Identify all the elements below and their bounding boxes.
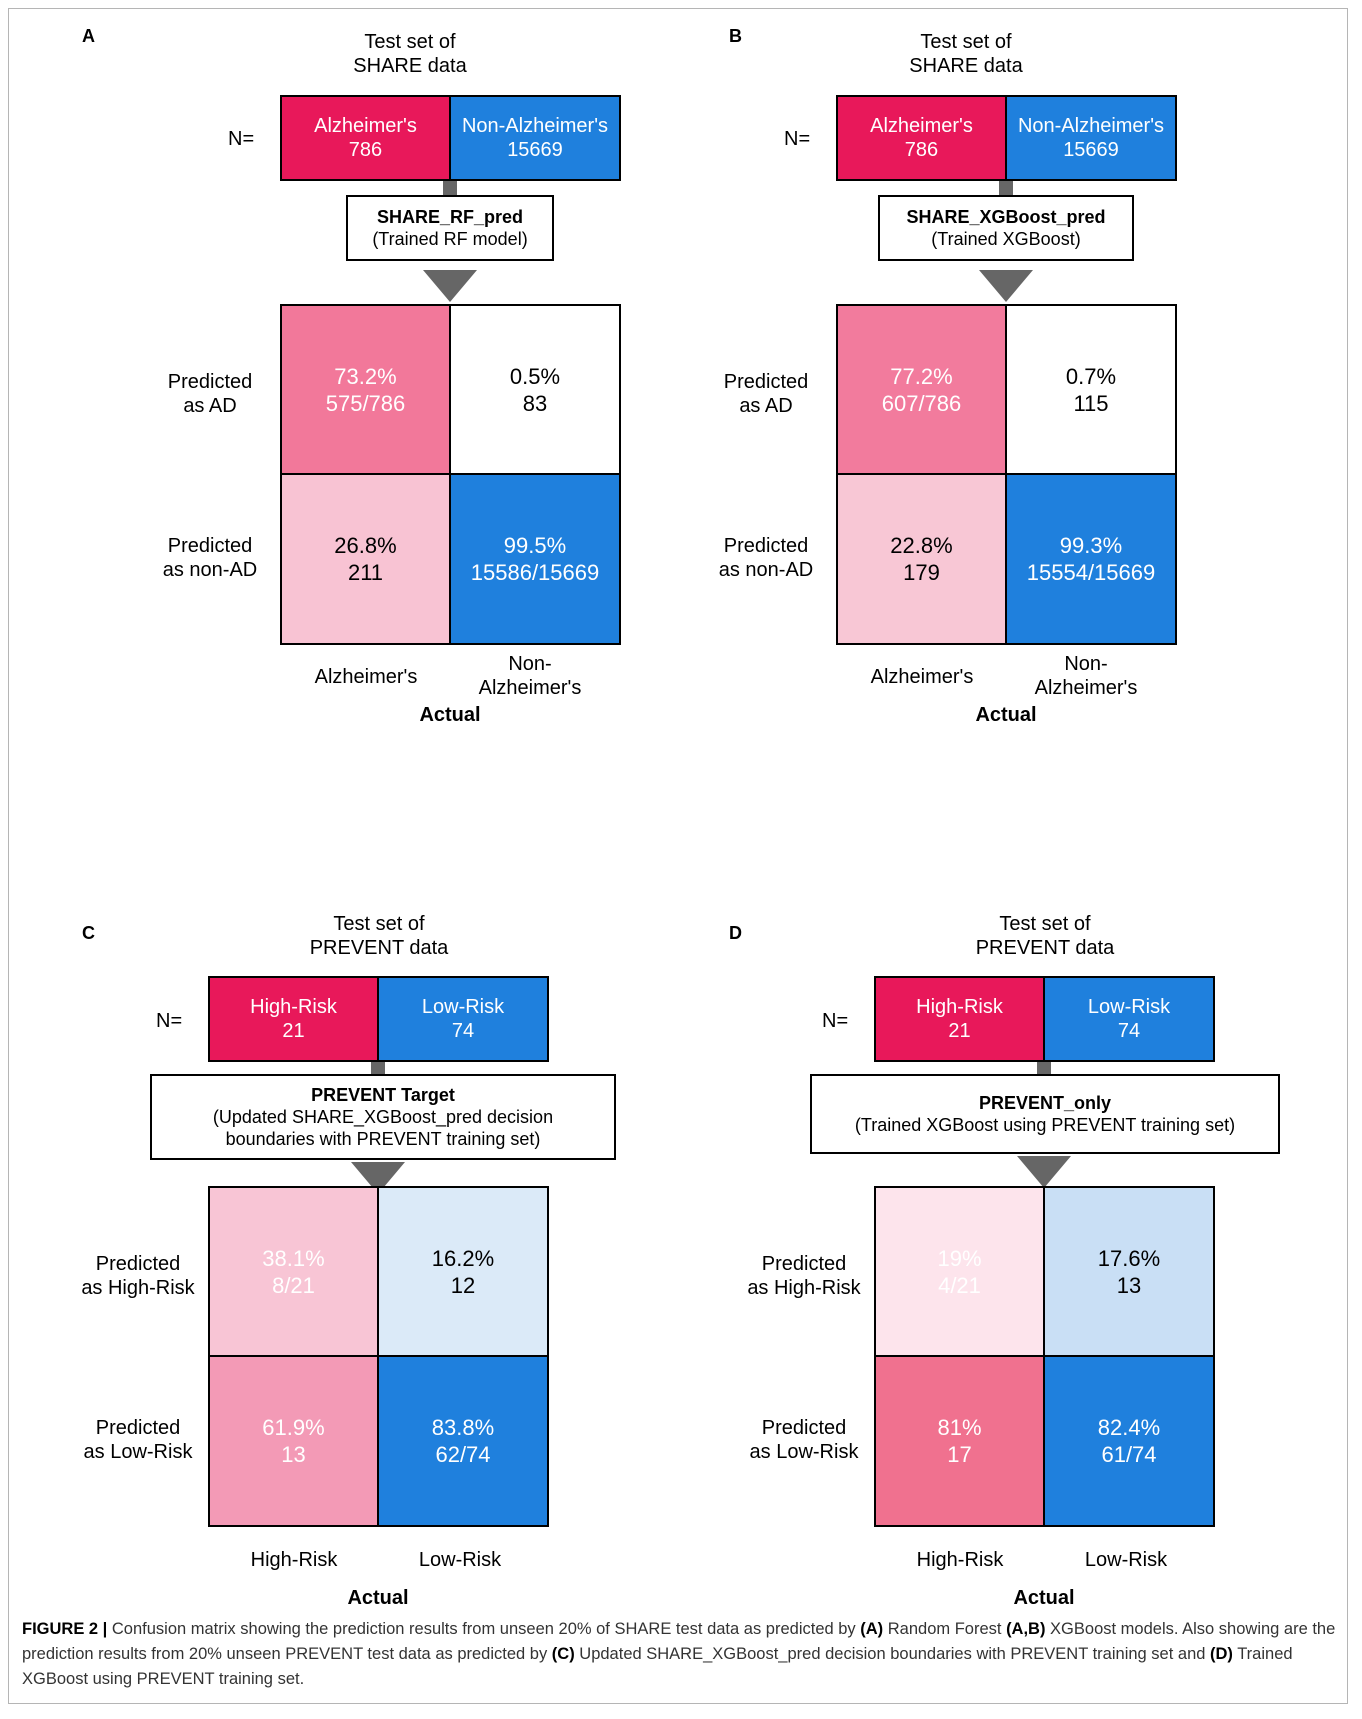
cell-true-positive: 73.2% 575/786 xyxy=(280,304,451,475)
n-label: N= xyxy=(228,128,255,150)
model-box: SHARE_RF_pred (Trained RF model) xyxy=(346,195,554,261)
col-label-negative: Non- Alzheimer's xyxy=(1034,653,1138,699)
cell-true-positive: 19% 4/21 xyxy=(874,1186,1045,1357)
connector xyxy=(1037,1062,1051,1076)
caption-figure-number: FIGURE 2 | xyxy=(22,1620,108,1638)
row-label-negative: Predicted as non-AD xyxy=(718,535,814,581)
model-subtitle: (Trained XGBoost) xyxy=(931,229,1081,249)
connector xyxy=(371,1062,385,1076)
col-label-positive: High-Risk xyxy=(916,1549,1004,1571)
title-line-2: SHARE data xyxy=(353,55,467,77)
col-label-negative: Low-Risk xyxy=(1084,1549,1168,1571)
n-box-positive: High-Risk 21 xyxy=(874,976,1045,1062)
panel-d: D Test set of PREVENT data N= High-Risk 2… xyxy=(666,880,1280,1640)
col-label-positive: Alzheimer's xyxy=(870,666,974,688)
x-axis-label: Actual xyxy=(347,1587,409,1609)
panel-label: A xyxy=(82,26,95,46)
title-line-2: PREVENT data xyxy=(309,937,449,959)
cell-false-positive: 0.5% 83 xyxy=(449,304,621,475)
row-label-negative: Predicted as non-AD xyxy=(162,535,258,581)
n-label: N= xyxy=(784,128,811,150)
connector xyxy=(443,181,457,197)
cell-true-negative: 82.4% 61/74 xyxy=(1043,1355,1215,1527)
cell-false-negative: 22.8% 179 xyxy=(836,473,1007,645)
row-label-positive: Predicted as High-Risk xyxy=(747,1253,861,1299)
panel-label: D xyxy=(729,923,742,943)
cell-true-negative: 83.8% 62/74 xyxy=(377,1355,549,1527)
title-line-1: Test set of xyxy=(333,913,425,935)
panel-label: B xyxy=(729,26,742,46)
panel-title: Test set of PREVENT data xyxy=(229,912,529,960)
panel-title: Test set of PREVENT data xyxy=(895,912,1195,960)
model-title: PREVENT Target xyxy=(311,1085,455,1105)
title-line-1: Test set of xyxy=(920,31,1012,53)
n-label: N= xyxy=(822,1010,849,1032)
row-label-negative: Predicted as Low-Risk xyxy=(749,1417,859,1463)
col-label-positive: Alzheimer's xyxy=(314,666,418,688)
cell-true-positive: 38.1% 8/21 xyxy=(208,1186,379,1357)
model-title: SHARE_RF_pred xyxy=(376,207,524,227)
n-box-negative: Non-Alzheimer's 15669 xyxy=(1005,95,1177,181)
cell-false-positive: 0.7% 115 xyxy=(1005,304,1177,475)
col-label-negative: Non- Alzheimer's xyxy=(478,653,582,699)
cell-false-positive: 16.2% 12 xyxy=(377,1186,549,1357)
n-box-negative: Low-Risk 74 xyxy=(1043,976,1215,1062)
model-subtitle: (Trained RF model) xyxy=(372,229,528,249)
row-label-negative: Predicted as Low-Risk xyxy=(83,1417,193,1463)
x-axis-label: Actual xyxy=(975,704,1037,726)
cell-false-positive: 17.6% 13 xyxy=(1043,1186,1215,1357)
cell-false-negative: 81% 17 xyxy=(874,1355,1045,1527)
cell-true-negative: 99.5% 15586/15669 xyxy=(449,473,621,645)
title-line-1: Test set of xyxy=(999,913,1091,935)
panel-title: Test set of SHARE data xyxy=(816,30,1116,78)
title-line-1: Test set of xyxy=(364,31,456,53)
model-subtitle: (Trained XGBoost using PREVENT training … xyxy=(854,1115,1236,1135)
model-title: PREVENT_only xyxy=(978,1093,1112,1113)
model-box: PREVENT Target (Updated SHARE_XGBoost_pr… xyxy=(150,1074,616,1160)
figure-frame xyxy=(8,8,1348,1704)
col-label-positive: High-Risk xyxy=(250,1549,338,1571)
x-axis-label: Actual xyxy=(419,704,481,726)
model-subtitle: (Updated SHARE_XGBoost_pred decision xyxy=(212,1107,554,1127)
panel-label: C xyxy=(82,923,95,943)
row-label-positive: Predicted as AD xyxy=(167,371,253,417)
cell-false-negative: 61.9% 13 xyxy=(208,1355,379,1527)
model-title: SHARE_XGBoost_pred xyxy=(906,207,1106,227)
model-box: PREVENT_only (Trained XGBoost using PREV… xyxy=(810,1074,1280,1154)
panel-title: Test set of SHARE data xyxy=(260,30,560,78)
n-box-negative: Low-Risk 74 xyxy=(377,976,549,1062)
n-box-positive: Alzheimer's 786 xyxy=(280,95,451,181)
n-box-positive: Alzheimer's 786 xyxy=(836,95,1007,181)
model-box: SHARE_XGBoost_pred (Trained XGBoost) xyxy=(878,195,1134,261)
n-box-negative: Non-Alzheimer's 15669 xyxy=(449,95,621,181)
n-box-positive: High-Risk 21 xyxy=(208,976,379,1062)
connector xyxy=(999,181,1013,197)
col-label-negative: Low-Risk xyxy=(418,1549,502,1571)
cell-true-positive: 77.2% 607/786 xyxy=(836,304,1007,475)
x-axis-label: Actual xyxy=(1013,1587,1075,1609)
figure-caption: FIGURE 2 | Confusion matrix showing the … xyxy=(22,1620,1336,1688)
model-subtitle-2: boundaries with PREVENT training set) xyxy=(225,1129,541,1149)
title-line-2: SHARE data xyxy=(909,55,1023,77)
down-arrow-icon xyxy=(979,270,1033,302)
panel-a: A Test set of SHARE data N= Alzheimer's 7… xyxy=(0,0,621,760)
row-label-positive: Predicted as High-Risk xyxy=(81,1253,195,1299)
n-label: N= xyxy=(156,1010,183,1032)
panel-c: C Test set of PREVENT data N= High-Risk 2… xyxy=(0,880,616,1640)
row-label-positive: Predicted as AD xyxy=(723,371,809,417)
down-arrow-icon xyxy=(1017,1156,1071,1188)
panel-b: B Test set of SHARE data N= Alzheimer's 7… xyxy=(556,0,1177,760)
cell-false-negative: 26.8% 211 xyxy=(280,473,451,645)
title-line-2: PREVENT data xyxy=(975,937,1115,959)
down-arrow-icon xyxy=(423,270,477,302)
cell-true-negative: 99.3% 15554/15669 xyxy=(1005,473,1177,645)
